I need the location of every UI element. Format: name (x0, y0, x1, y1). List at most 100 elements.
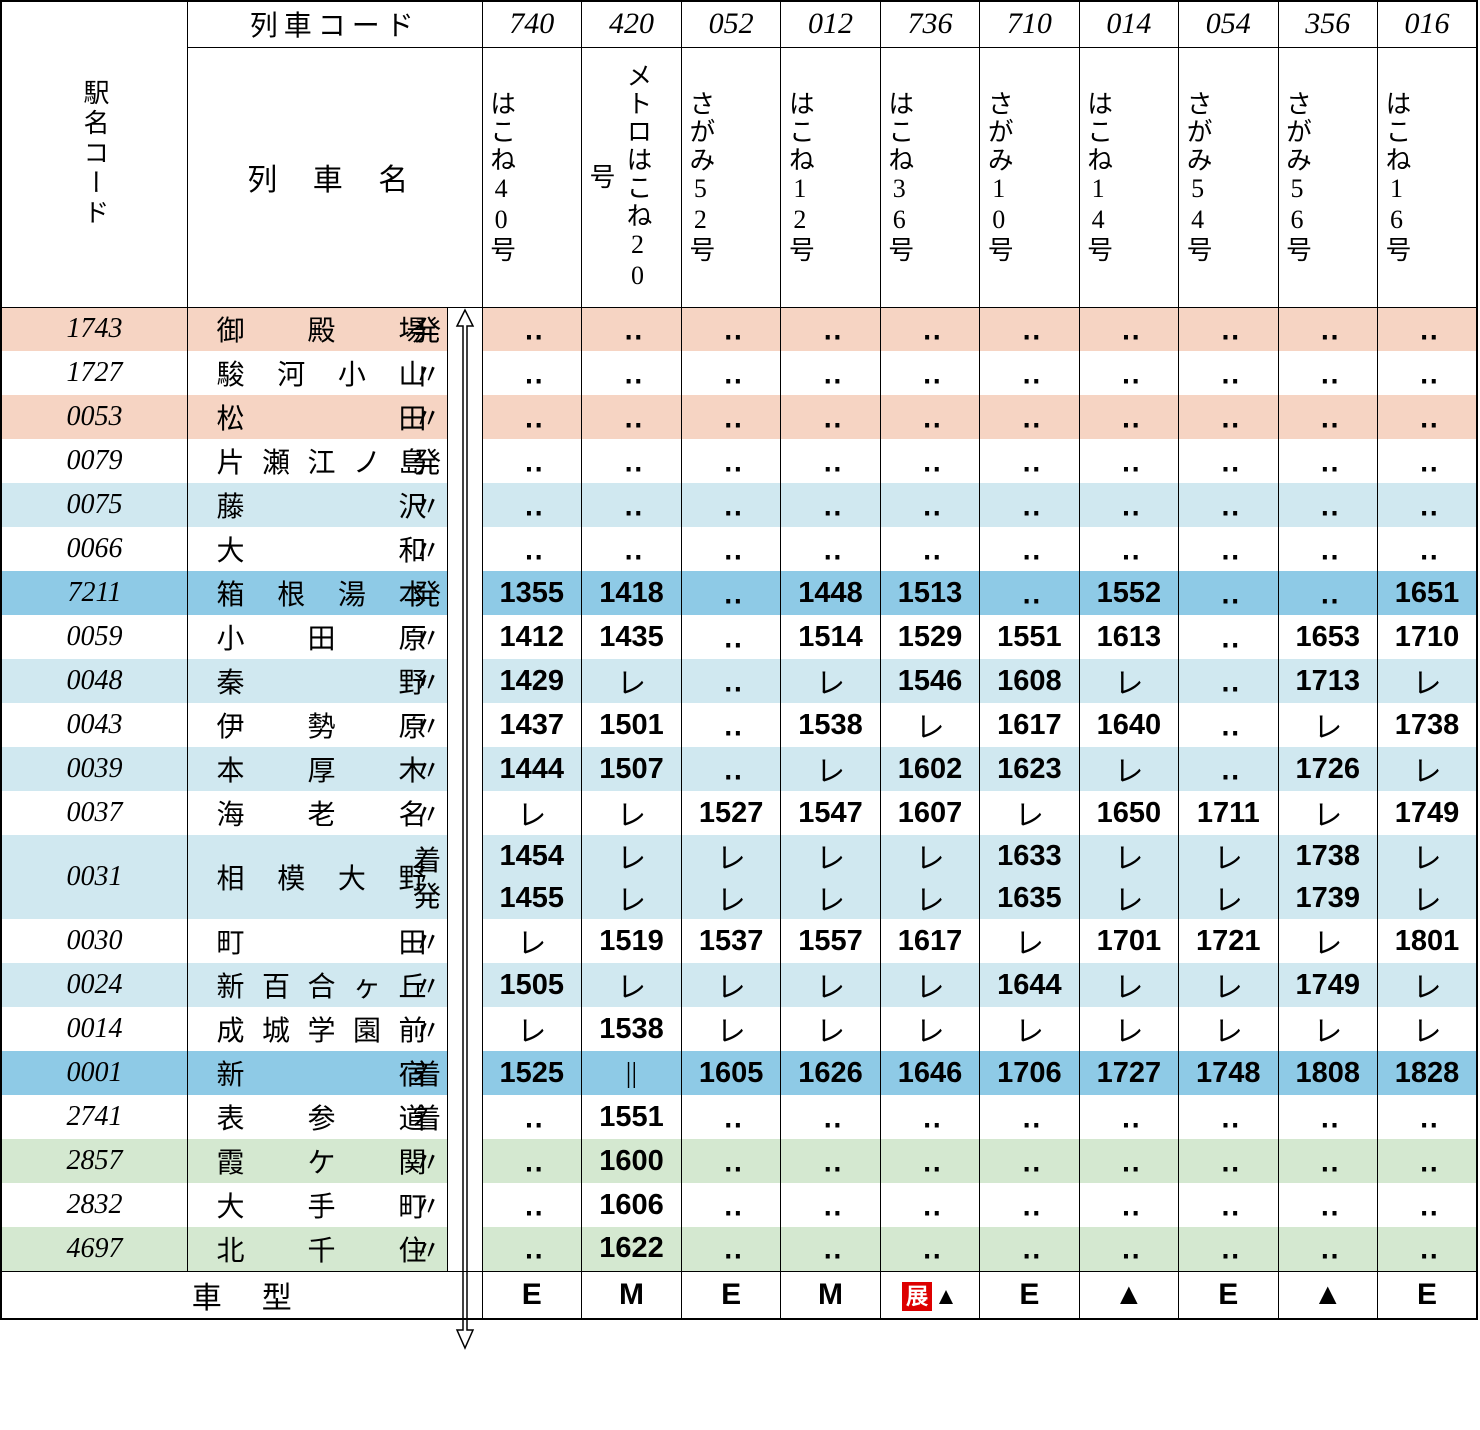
time-cell: ‥ (1179, 439, 1278, 483)
train-name: はこね16号 (1377, 47, 1477, 307)
train-code: 016 (1377, 1, 1477, 47)
time-cell: ‥ (1179, 1227, 1278, 1271)
time-cell: 1738 (1377, 703, 1477, 747)
time-cell: 1801 (1377, 919, 1477, 963)
station-name: 北千住〃 (188, 1227, 448, 1271)
time-cell: 1646 (880, 1051, 979, 1095)
time-cell: レ (781, 1007, 880, 1051)
time-cell: 1444 (482, 747, 581, 791)
train-code: 710 (980, 1, 1079, 47)
time-cell: 1651 (1377, 571, 1477, 615)
station-code: 0024 (1, 963, 188, 1007)
time-cell: ‥ (482, 1227, 581, 1271)
station-code: 0001 (1, 1051, 188, 1095)
time-cell: レ (880, 877, 979, 919)
station-code: 1743 (1, 307, 188, 351)
time-cell: ‥ (482, 1183, 581, 1227)
time-cell: ‥ (1179, 395, 1278, 439)
car-type: E (1377, 1271, 1477, 1319)
time-cell: レ (1377, 1007, 1477, 1051)
train-code-header: 列車コード (188, 1, 483, 47)
station-row: 0030町田〃レ1519153715571617レ17011721レ1801 (1, 919, 1477, 963)
time-cell: ‥ (1377, 527, 1477, 571)
station-row: 2857霞ケ関〃‥1600‥‥‥‥‥‥‥‥ (1, 1139, 1477, 1183)
time-cell: ‥ (1278, 439, 1377, 483)
station-code: 0066 (1, 527, 188, 571)
time-cell: ‥ (582, 351, 682, 395)
time-cell: ‥ (1278, 1183, 1377, 1227)
train-name: メトロはこね20号 (582, 47, 682, 307)
time-cell: ‥ (880, 1095, 979, 1139)
time-cell: ‥ (1179, 307, 1278, 351)
timetable: 駅名コード 列車コード 740 420 052 012 736 710 014 … (0, 0, 1478, 1320)
time-cell: 1437 (482, 703, 581, 747)
time-cell: ‥ (980, 1139, 1079, 1183)
train-name: はこね14号 (1079, 47, 1178, 307)
station-name: 町田〃 (188, 919, 448, 963)
car-type: ▲ (1278, 1271, 1377, 1319)
time-cell: 1738 (1278, 835, 1377, 877)
time-cell: ‥ (1179, 527, 1278, 571)
station-row: 0031相模大野着発1454レレレレ1633レレ1738レ (1, 835, 1477, 877)
time-cell: レ (482, 919, 581, 963)
time-cell: ‥ (681, 1139, 780, 1183)
station-row: 0079片瀬江ノ島発‥‥‥‥‥‥‥‥‥‥ (1, 439, 1477, 483)
station-name: 秦野〃 (188, 659, 448, 703)
time-cell: ‥ (681, 395, 780, 439)
time-cell: ‥ (781, 439, 880, 483)
station-code: 0014 (1, 1007, 188, 1051)
time-cell: レ (1079, 747, 1178, 791)
station-row: 0001新宿着1525||160516261646170617271748180… (1, 1051, 1477, 1095)
time-cell: ‥ (1079, 527, 1178, 571)
station-code: 0043 (1, 703, 188, 747)
time-cell: ‥ (1278, 395, 1377, 439)
time-cell: レ (1079, 835, 1178, 877)
train-name: はこね40号 (482, 47, 581, 307)
time-cell: ‥ (781, 351, 880, 395)
time-cell: レ (1079, 659, 1178, 703)
time-cell: ‥ (482, 527, 581, 571)
time-cell: 1721 (1179, 919, 1278, 963)
station-row: 0048秦野〃1429レ‥レ15461608レ‥1713レ (1, 659, 1477, 703)
train-name: はこね36号 (880, 47, 979, 307)
time-cell: レ (681, 1007, 780, 1051)
time-cell: 1727 (1079, 1051, 1178, 1095)
time-cell: レ (1179, 1007, 1278, 1051)
time-cell: ‥ (781, 1183, 880, 1227)
station-row: 1727駿河小山〃‥‥‥‥‥‥‥‥‥‥ (1, 351, 1477, 395)
time-cell: ‥ (781, 1095, 880, 1139)
train-code: 356 (1278, 1, 1377, 47)
time-cell: ‥ (1179, 571, 1278, 615)
car-type: ▲ (1079, 1271, 1178, 1319)
time-cell: ‥ (880, 483, 979, 527)
time-cell: 1552 (1079, 571, 1178, 615)
train-code: 420 (582, 1, 682, 47)
station-row: 0024新百合ヶ丘〃1505レレレレ1644レレ1749レ (1, 963, 1477, 1007)
time-cell: ‥ (582, 527, 682, 571)
time-cell: ‥ (1179, 659, 1278, 703)
car-type: E (1179, 1271, 1278, 1319)
station-row: 7211箱根湯本発13551418‥14481513‥1552‥‥1651 (1, 571, 1477, 615)
station-code: 4697 (1, 1227, 188, 1271)
time-cell: ‥ (880, 1139, 979, 1183)
time-cell: ‥ (980, 395, 1079, 439)
time-cell: ‥ (1278, 351, 1377, 395)
time-cell: レ (1377, 747, 1477, 791)
station-name: 箱根湯本発 (188, 571, 448, 615)
time-cell: ‥ (1179, 1095, 1278, 1139)
station-name: 新百合ヶ丘〃 (188, 963, 448, 1007)
time-cell: ‥ (681, 439, 780, 483)
time-cell: レ (1278, 1007, 1377, 1051)
time-cell: 1514 (781, 615, 880, 659)
time-cell: 1547 (781, 791, 880, 835)
station-code: 2857 (1, 1139, 188, 1183)
time-cell: ‥ (781, 483, 880, 527)
time-cell: 1640 (1079, 703, 1178, 747)
time-cell: ‥ (880, 1227, 979, 1271)
time-cell: 1602 (880, 747, 979, 791)
time-cell: レ (1179, 835, 1278, 877)
train-name: さがみ52号 (681, 47, 780, 307)
train-code: 054 (1179, 1, 1278, 47)
time-cell: レ (582, 835, 682, 877)
header-row-train-code: 駅名コード 列車コード 740 420 052 012 736 710 014 … (1, 1, 1477, 47)
